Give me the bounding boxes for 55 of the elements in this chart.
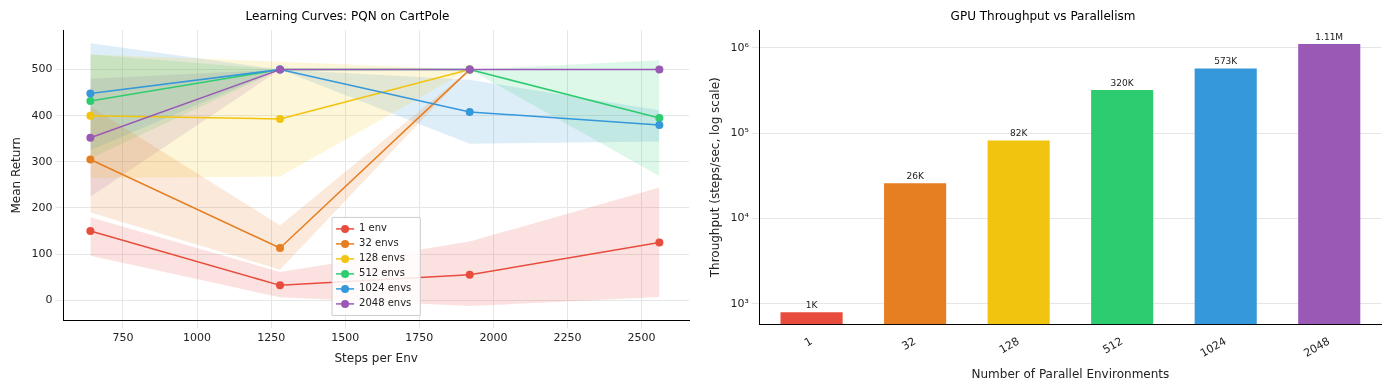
point — [86, 96, 95, 105]
x-axis-title: Steps per Env — [334, 350, 418, 365]
data-label: 573K — [1214, 56, 1239, 67]
y-tick-label: 10⁴ — [730, 211, 750, 225]
chart-title: GPU Throughput vs Parallelism — [950, 9, 1136, 24]
legend-label: 32 envs — [359, 237, 399, 249]
x-tick-label: 1500 — [331, 330, 360, 344]
point — [465, 270, 474, 279]
point — [655, 120, 664, 129]
data-label: 320K — [1110, 77, 1135, 88]
x-tick-label: 2500 — [627, 330, 656, 344]
x-tick-label: 1250 — [257, 330, 286, 344]
x-tick-label: 1000 — [183, 330, 212, 344]
point — [465, 108, 474, 117]
x-tick-label: 2250 — [553, 330, 582, 344]
legend-label: 2048 envs — [359, 297, 412, 309]
legend-label: 1 env — [359, 222, 388, 234]
point — [86, 111, 95, 120]
x-tick-label: 128 — [996, 334, 1022, 357]
x-tick-label: 1 — [801, 334, 815, 350]
y-tick-label: 10⁶ — [730, 40, 750, 54]
legend-label: 512 envs — [359, 267, 405, 279]
x-tick-label: 1750 — [405, 330, 434, 344]
y-axis-title: Throughput (steps/sec, log scale) — [708, 77, 723, 279]
point — [86, 133, 95, 142]
x-tick-label: 750 — [112, 330, 134, 344]
chart-title: Learning Curves: PQN on CartPole — [245, 9, 450, 24]
y-tick-label: 200 — [31, 200, 53, 214]
y-tick-label: 400 — [31, 108, 53, 122]
x-axis-title: Number of Parallel Environments — [971, 366, 1170, 381]
point — [86, 89, 95, 98]
y-tick-label: 300 — [31, 154, 53, 168]
x-tick-label: 2000 — [479, 330, 508, 344]
y-tick-label: 0 — [45, 292, 53, 306]
point — [276, 114, 285, 123]
y-axis-title: Mean Return — [9, 137, 24, 214]
data-label: 1K — [805, 300, 819, 311]
point — [655, 114, 664, 122]
point — [655, 65, 664, 74]
point — [276, 281, 285, 290]
y-tick-label: 10³ — [730, 296, 749, 310]
x-tick-label: 512 — [1100, 334, 1126, 357]
point — [86, 155, 95, 164]
legend-label: 1024 envs — [359, 282, 412, 294]
y-tick-label: 100 — [31, 246, 53, 260]
data-label: 82K — [1009, 128, 1029, 139]
point — [655, 238, 664, 247]
data-label: 26K — [906, 171, 925, 181]
y-tick-label: 500 — [31, 62, 53, 76]
y-tick-label: 10⁵ — [730, 126, 749, 140]
data-label: 1.11M — [1315, 31, 1344, 42]
legend-label: 128 envs — [359, 252, 405, 264]
point — [86, 226, 95, 235]
x-tick-label: 32 — [899, 334, 919, 353]
point — [276, 244, 285, 253]
